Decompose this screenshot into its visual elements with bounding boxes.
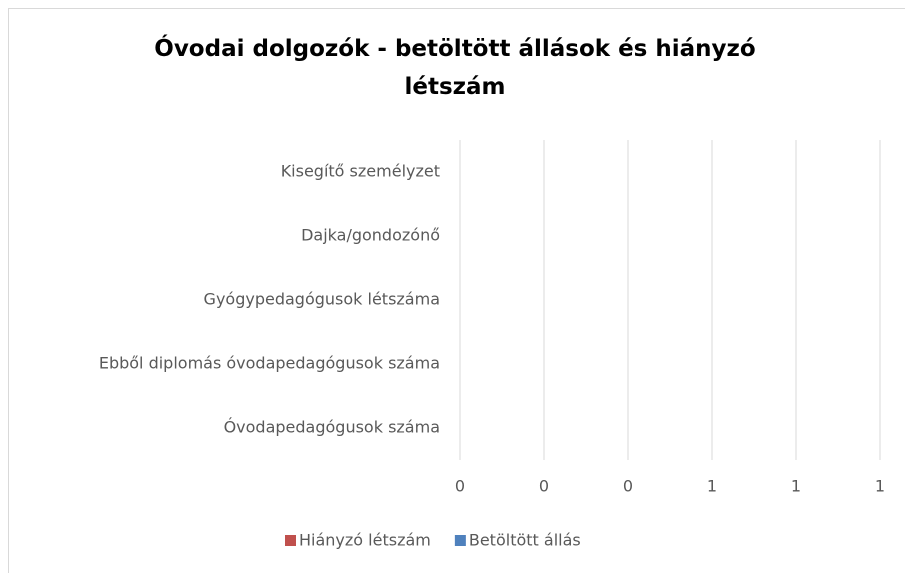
y-tick-label: Ebből diplomás óvodapedagógusok száma [99, 354, 440, 373]
y-tick-label: Kisegítő személyzet [281, 162, 440, 181]
y-tick-label: Gyógypedagógusok létszáma [204, 290, 440, 309]
y-tick-label: Dajka/gondozónő [301, 226, 440, 245]
x-tick-label: 1 [707, 477, 717, 496]
y-tick-label: Óvodapedagógusok száma [224, 418, 440, 437]
x-tick-label: 1 [791, 477, 801, 496]
chart-border [8, 8, 905, 573]
x-tick-label: 0 [455, 477, 465, 496]
chart-title: Óvodai dolgozók - betöltött állások és h… [154, 36, 756, 100]
x-tick-label: 0 [539, 477, 549, 496]
legend-label: Betöltött állás [469, 531, 581, 550]
legend-swatch [454, 535, 466, 546]
legend-label: Hiányzó létszám [299, 531, 431, 550]
x-tick-label: 1 [875, 477, 885, 496]
legend-swatch [285, 535, 296, 546]
x-tick-label: 0 [623, 477, 633, 496]
